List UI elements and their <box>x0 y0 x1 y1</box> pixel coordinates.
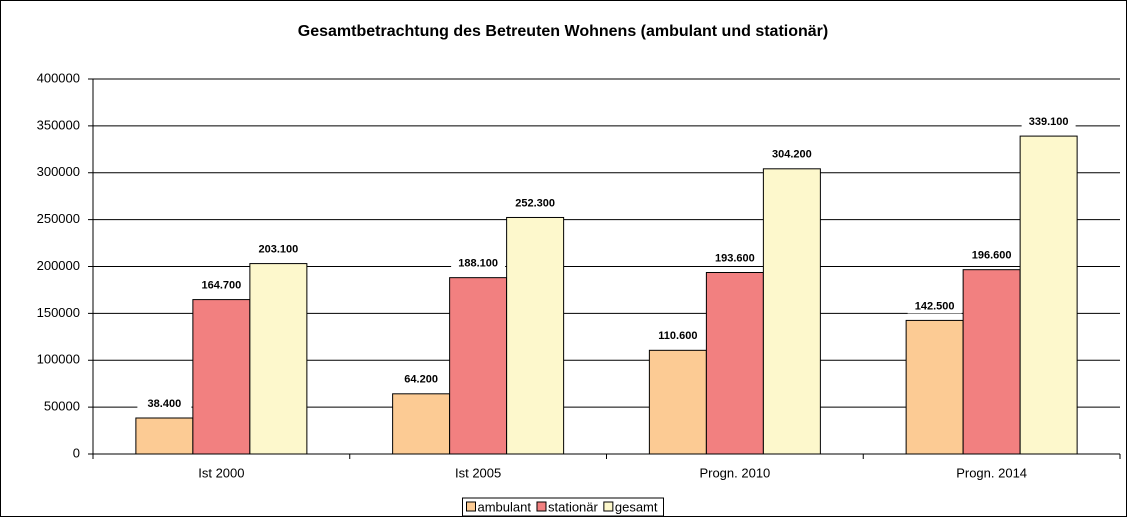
y-tick-label: 300000 <box>37 164 80 179</box>
bar <box>705 272 764 455</box>
bar <box>962 269 1021 455</box>
value-label: 188.100 <box>458 258 498 270</box>
value-label-bg <box>137 396 192 411</box>
bar <box>648 349 707 455</box>
bar <box>449 277 508 455</box>
x-tick-label: Progn. 2014 <box>956 465 1027 480</box>
value-label: 142.500 <box>915 300 955 312</box>
value-label-bg <box>1021 114 1076 130</box>
value-label: 193.600 <box>715 252 755 264</box>
value-label-bg <box>650 328 705 344</box>
bar <box>506 216 565 455</box>
legend-label: stationär <box>548 499 599 514</box>
bar <box>249 263 308 455</box>
value-label: 196.600 <box>972 250 1012 262</box>
bar <box>762 168 821 455</box>
value-label-bg <box>251 241 306 257</box>
y-tick-label: 50000 <box>44 399 80 414</box>
value-label: 252.300 <box>515 197 555 209</box>
value-label-bg <box>451 255 506 271</box>
value-label-bg <box>508 195 563 211</box>
bar <box>392 393 451 455</box>
x-tick-label: Progn. 2010 <box>699 465 770 480</box>
bar <box>905 319 964 455</box>
value-label-bg <box>194 277 249 293</box>
value-label: 110.600 <box>658 330 697 342</box>
y-tick-label: 0 <box>73 445 80 460</box>
value-label-bg <box>707 250 762 266</box>
legend-swatch <box>536 501 547 512</box>
x-tick-label: Ist 2000 <box>198 465 244 480</box>
value-label-bg <box>394 371 449 387</box>
value-label: 164.700 <box>201 280 241 292</box>
bar <box>1019 135 1078 455</box>
value-label: 64.200 <box>404 374 438 386</box>
legend-swatch <box>603 501 614 512</box>
value-label-bg <box>764 146 819 162</box>
value-label: 304.200 <box>772 149 812 161</box>
y-tick-label: 350000 <box>37 117 80 132</box>
x-tick-label: Ist 2005 <box>455 465 501 480</box>
y-tick-label: 150000 <box>37 305 80 320</box>
value-label: 203.100 <box>258 244 298 256</box>
y-tick-label: 100000 <box>37 352 80 367</box>
legend-swatch <box>466 501 476 512</box>
chart-title: Gesamtbetrachtung des Betreuten Wohnens … <box>298 23 828 40</box>
legend-label: gesamt <box>615 499 658 514</box>
value-label-bg <box>964 247 1019 263</box>
value-label: 38.400 <box>148 398 182 410</box>
value-label: 339.100 <box>1029 116 1069 128</box>
y-tick-label: 200000 <box>37 258 80 273</box>
bar <box>135 417 194 455</box>
value-label-bg <box>907 298 962 314</box>
bar <box>192 299 251 455</box>
y-tick-label: 400000 <box>37 70 80 85</box>
y-tick-label: 250000 <box>37 211 80 226</box>
legend-label: ambulant <box>478 499 532 514</box>
